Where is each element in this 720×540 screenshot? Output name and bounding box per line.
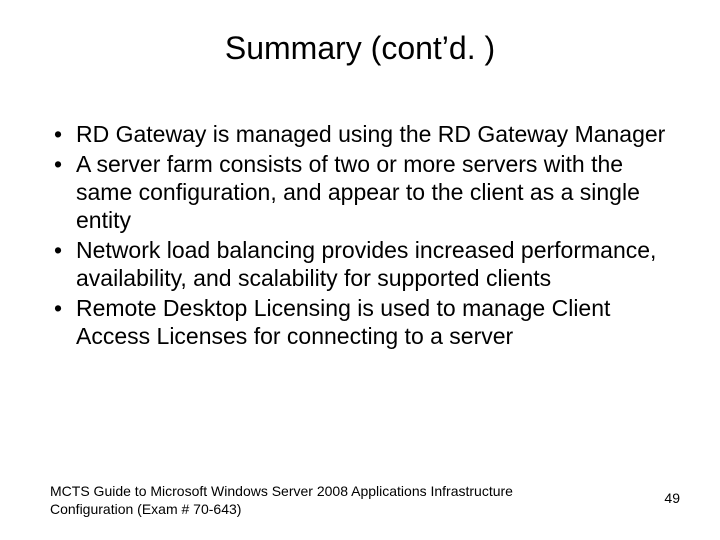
bullet-item: A server farm consists of two or more se… (50, 150, 670, 234)
bullet-list: RD Gateway is managed using the RD Gatew… (50, 120, 670, 350)
slide-title: Summary (cont’d. ) (0, 30, 720, 67)
slide-body: RD Gateway is managed using the RD Gatew… (50, 120, 670, 352)
bullet-item: Remote Desktop Licensing is used to mana… (50, 294, 670, 350)
bullet-item: RD Gateway is managed using the RD Gatew… (50, 120, 670, 148)
footer-text: MCTS Guide to Microsoft Windows Server 2… (50, 483, 530, 518)
slide: Summary (cont’d. ) RD Gateway is managed… (0, 0, 720, 540)
page-number: 49 (664, 490, 680, 506)
bullet-item: Network load balancing provides increase… (50, 236, 670, 292)
